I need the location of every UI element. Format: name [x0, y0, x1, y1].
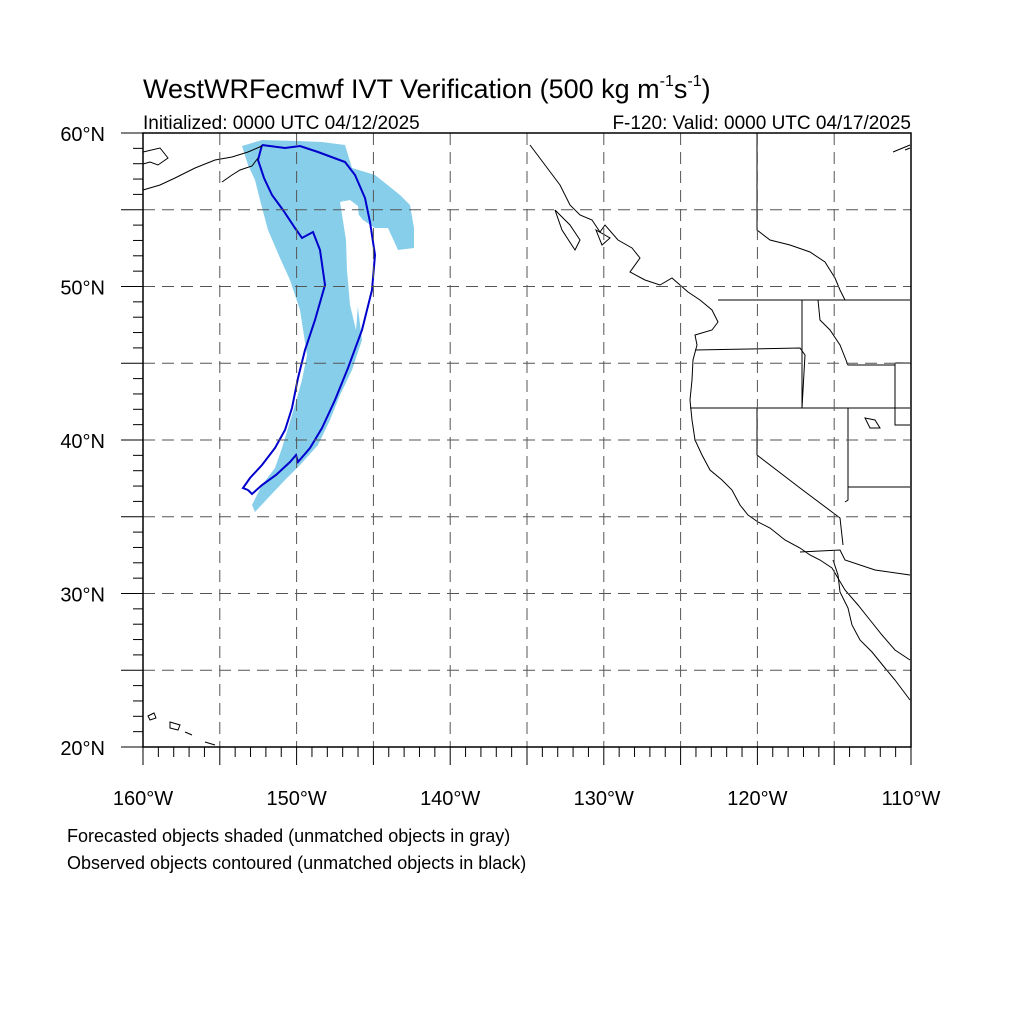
- lat-tick-label: 40°N: [60, 431, 105, 453]
- observed-contour-inner: [241, 144, 327, 491]
- forecast-gap: [340, 200, 360, 330]
- forecast-note: Forecasted objects shaded (unmatched obj…: [67, 826, 511, 846]
- initialized-time: Initialized: 0000 UTC 04/12/2025: [143, 113, 420, 134]
- tick-marks: [121, 132, 912, 765]
- lon-tick-label: 160°W: [113, 788, 173, 810]
- lon-tick-labels: 160°W 150°W 140°W 130°W 120°W 110°W: [113, 788, 941, 810]
- lat-tick-label: 60°N: [60, 124, 105, 146]
- lat-tick-label: 30°N: [60, 585, 105, 607]
- lon-tick-label: 120°W: [727, 788, 787, 810]
- lat-tick-labels: 60°N 50°N 40°N 30°N 20°N: [60, 124, 105, 760]
- valid-time: F-120: Valid: 0000 UTC 04/17/2025: [612, 113, 911, 134]
- lon-tick-label: 110°W: [882, 788, 941, 810]
- forecast-object-shaded: [242, 140, 414, 512]
- coastlines: [142, 144, 911, 746]
- lat-tick-label: 50°N: [60, 278, 105, 300]
- lat-gridlines: [143, 209, 911, 671]
- lon-tick-label: 140°W: [420, 788, 480, 810]
- map-title: WestWRFecmwf IVT Verification (500 kg m-…: [143, 73, 711, 104]
- lon-tick-label: 150°W: [266, 788, 326, 810]
- lat-tick-label: 20°N: [60, 738, 105, 760]
- observed-note: Observed objects contoured (unmatched ob…: [67, 853, 527, 873]
- lon-tick-label: 130°W: [574, 788, 634, 810]
- political-borders: [690, 133, 911, 576]
- observed-contour-outer: [247, 144, 377, 496]
